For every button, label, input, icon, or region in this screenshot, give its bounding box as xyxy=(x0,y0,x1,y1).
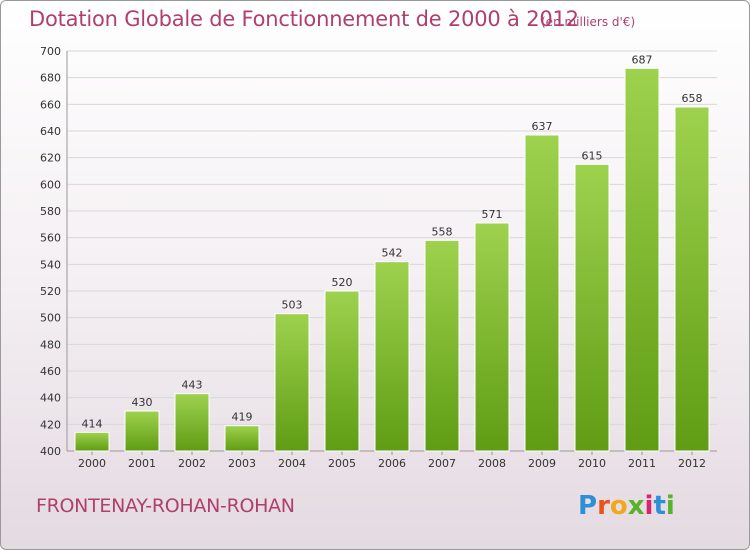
bar xyxy=(174,393,210,452)
bar xyxy=(624,67,660,452)
data-label: 419 xyxy=(232,411,253,424)
proxiti-logo: Proxiti xyxy=(578,491,675,521)
x-tick-label: 2000 xyxy=(78,457,106,470)
data-label: 637 xyxy=(532,120,553,133)
chart-title: Dotation Globale de Fonctionnement de 20… xyxy=(29,7,579,31)
data-label: 558 xyxy=(432,225,453,238)
bars xyxy=(74,67,710,452)
y-tick-label: 660 xyxy=(40,98,61,111)
y-tick-label: 560 xyxy=(40,232,61,245)
x-tick-label: 2007 xyxy=(428,457,456,470)
x-tick-label: 2002 xyxy=(178,457,206,470)
x-tick-label: 2003 xyxy=(228,457,256,470)
y-tick-label: 680 xyxy=(40,72,61,85)
data-label: 430 xyxy=(132,396,153,409)
x-tick-label: 2004 xyxy=(278,457,306,470)
y-tick-label: 420 xyxy=(40,418,61,431)
x-tick-label: 2011 xyxy=(628,457,656,470)
logo-letter: i xyxy=(644,491,654,521)
y-tick-label: 580 xyxy=(40,205,61,218)
logo-letter: t xyxy=(653,491,666,521)
data-label: 443 xyxy=(182,379,203,392)
bar xyxy=(574,163,610,452)
bar xyxy=(224,425,260,452)
logo-letter: x xyxy=(627,491,645,521)
y-tick-label: 540 xyxy=(40,258,61,271)
bar xyxy=(274,313,310,452)
data-label: 503 xyxy=(282,299,303,312)
logo-letter: r xyxy=(597,491,610,521)
data-label: 520 xyxy=(332,276,353,289)
bar xyxy=(74,431,110,452)
axes: 400 420 440 460 480 500 520 540 560 580 600 620 640 6… xyxy=(40,45,717,458)
x-tick-label: 2008 xyxy=(478,457,506,470)
bar xyxy=(524,134,560,452)
bar xyxy=(124,410,160,452)
data-label: 414 xyxy=(82,417,103,430)
y-tick-label: 520 xyxy=(40,285,61,298)
bar xyxy=(424,239,460,452)
logo-letter: i xyxy=(665,491,675,521)
chart-subtitle: (en milliers d'€) xyxy=(541,15,636,29)
y-tick-label: 480 xyxy=(40,338,61,351)
data-label: 615 xyxy=(582,149,603,162)
logo-letter: P xyxy=(578,491,598,521)
labels: 414 2000 430 2001 443 2002 419 2003 503 2004 520 20… xyxy=(78,53,706,470)
x-tick-label: 2006 xyxy=(378,457,406,470)
y-tick-label: 620 xyxy=(40,152,61,165)
bar xyxy=(674,106,710,452)
bar xyxy=(374,261,410,452)
logo-letter: o xyxy=(609,491,628,521)
x-tick-label: 2010 xyxy=(578,457,606,470)
x-tick-label: 2005 xyxy=(328,457,356,470)
y-tick-label: 440 xyxy=(40,392,61,405)
data-label: 687 xyxy=(632,53,653,66)
y-tick-label: 460 xyxy=(40,365,61,378)
y-tick-label: 700 xyxy=(40,45,61,58)
y-tick-label: 500 xyxy=(40,312,61,325)
y-tick-label: 640 xyxy=(40,125,61,138)
y-tick-label: 600 xyxy=(40,178,61,191)
data-label: 542 xyxy=(382,247,403,260)
x-tick-label: 2009 xyxy=(528,457,556,470)
city-name: FRONTENAY-ROHAN-ROHAN xyxy=(36,495,295,517)
y-tick-label: 400 xyxy=(40,445,61,458)
data-label: 658 xyxy=(682,92,703,105)
x-tick-label: 2012 xyxy=(678,457,706,470)
bar xyxy=(324,290,360,452)
x-tick-label: 2001 xyxy=(128,457,156,470)
bar xyxy=(474,222,510,452)
data-label: 571 xyxy=(482,208,503,221)
